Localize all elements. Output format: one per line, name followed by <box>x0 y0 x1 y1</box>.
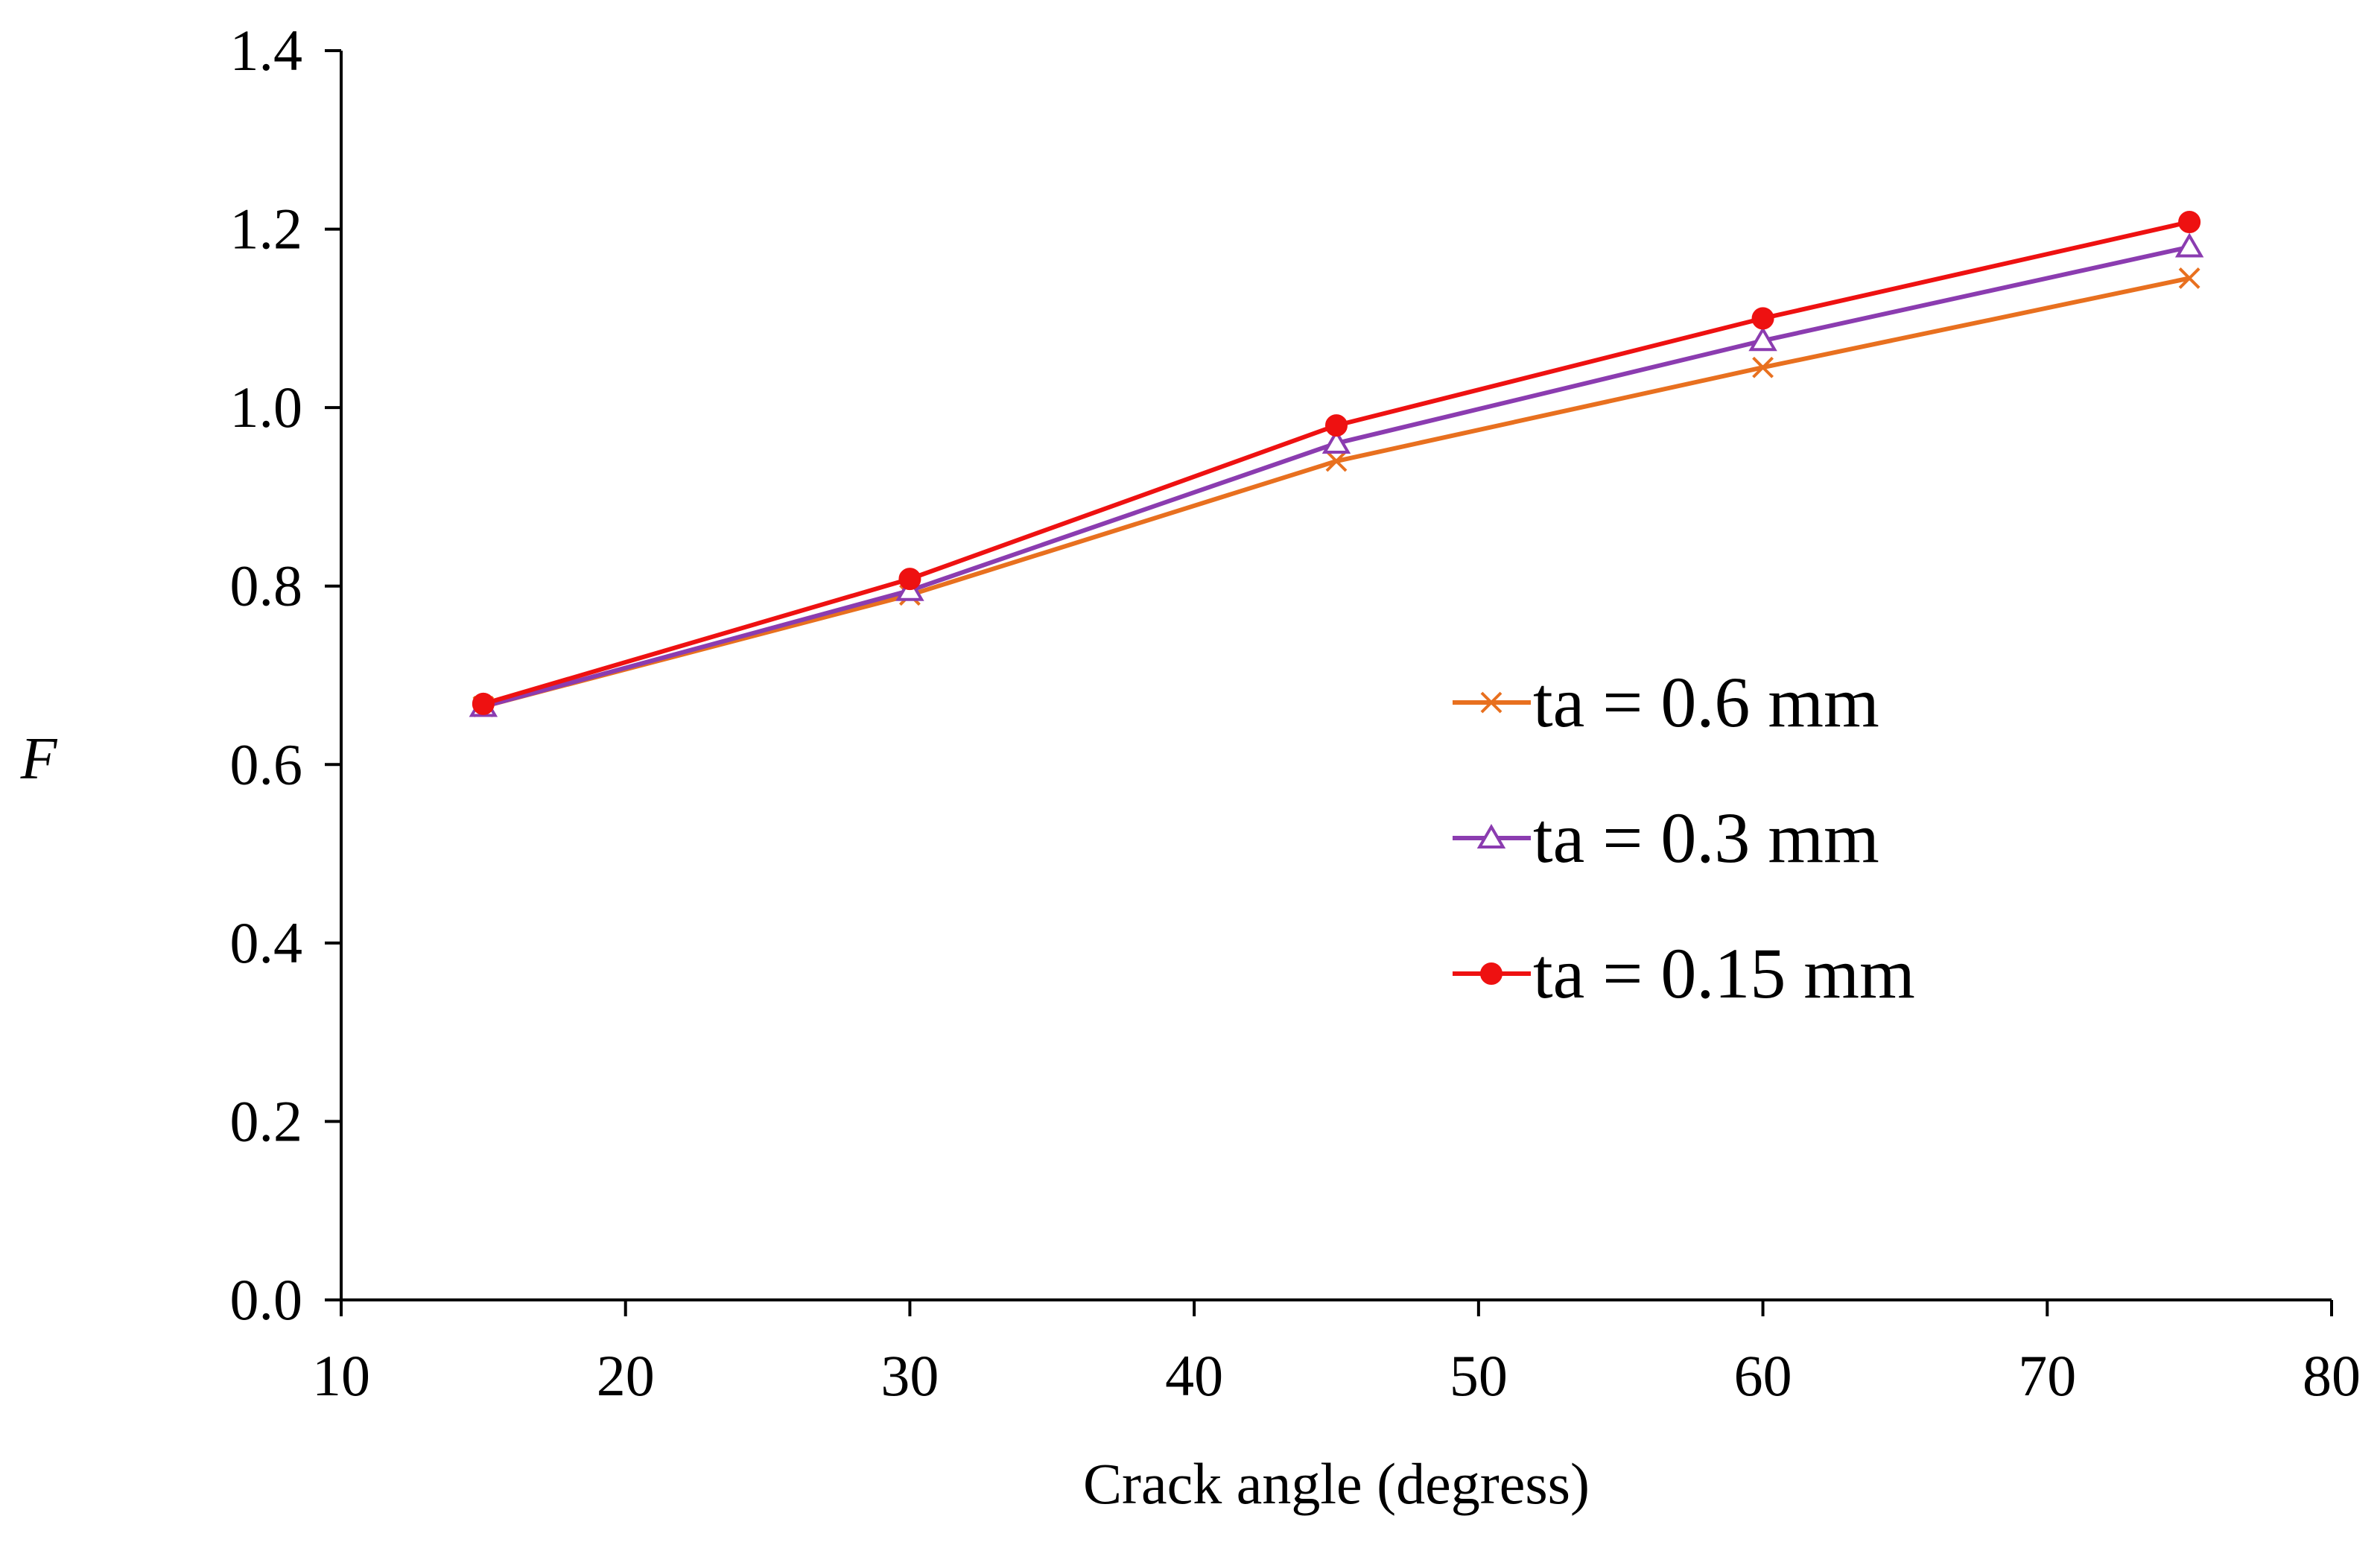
legend-label: ta = 0.6 mm <box>1533 662 1879 742</box>
x-tick-label: 10 <box>312 1343 370 1408</box>
legend-marker <box>1476 824 1506 848</box>
marker-stroke <box>2178 267 2200 289</box>
legend-entry-1: ta = 0.3 mm <box>1453 798 1879 878</box>
series-line <box>483 276 2190 709</box>
ticks: 0.0 0.2 0.4 0.6 0.8 1.0 1.2 1.4 10 20 30 40 50 60 70 80 <box>230 18 2361 1408</box>
data-point <box>1325 450 1348 472</box>
legend: ta = 0.6 mm ta = 0.3 mm ta = 0.15 mm <box>1453 662 1915 1013</box>
series-0 <box>472 267 2200 717</box>
series-group <box>469 210 2204 717</box>
series-line <box>483 244 2190 709</box>
x-tick-label: 20 <box>597 1343 655 1408</box>
legend-marker <box>1480 962 1502 985</box>
data-point <box>2178 210 2201 233</box>
y-tick-label: 1.4 <box>230 18 303 83</box>
data-point <box>1748 326 1777 352</box>
series-2 <box>472 210 2201 715</box>
legend-label: ta = 0.3 mm <box>1533 798 1879 878</box>
data-point <box>472 692 495 715</box>
x-tick-label: 30 <box>880 1343 939 1408</box>
data-point <box>1751 307 1774 330</box>
x-tick-label: 60 <box>1734 1343 1792 1408</box>
data-point <box>898 568 921 591</box>
x-tick-label: 80 <box>2303 1343 2361 1408</box>
y-tick-label: 1.2 <box>230 197 303 261</box>
y-axis-title: F <box>20 726 58 791</box>
y-tick-label: 0.8 <box>230 553 303 618</box>
marker-stroke <box>1325 450 1348 472</box>
x-tick-label: 40 <box>1165 1343 1223 1408</box>
data-point <box>2178 267 2200 289</box>
x-tick-label: 70 <box>2018 1343 2076 1408</box>
axes <box>340 51 2332 1301</box>
data-point <box>2174 232 2204 258</box>
y-tick-label: 0.6 <box>230 732 303 796</box>
y-tick-label: 0.0 <box>230 1267 303 1332</box>
legend-entry-2: ta = 0.15 mm <box>1453 933 1915 1013</box>
legend-entry-0: ta = 0.6 mm <box>1453 662 1879 742</box>
data-point <box>1752 356 1774 378</box>
x-tick-label: 50 <box>1450 1343 1508 1408</box>
y-tick-label: 0.4 <box>230 910 303 975</box>
legend-label: ta = 0.15 mm <box>1533 933 1915 1013</box>
y-tick-label: 1.0 <box>230 375 303 440</box>
x-axis-title: Crack angle (degress) <box>1083 1451 1590 1516</box>
marker-stroke <box>1752 356 1774 378</box>
y-tick-label: 0.2 <box>230 1088 303 1153</box>
legend-marker <box>1480 691 1502 714</box>
data-point <box>1321 429 1351 454</box>
data-point <box>1325 414 1348 437</box>
marker-stroke <box>1480 691 1502 714</box>
